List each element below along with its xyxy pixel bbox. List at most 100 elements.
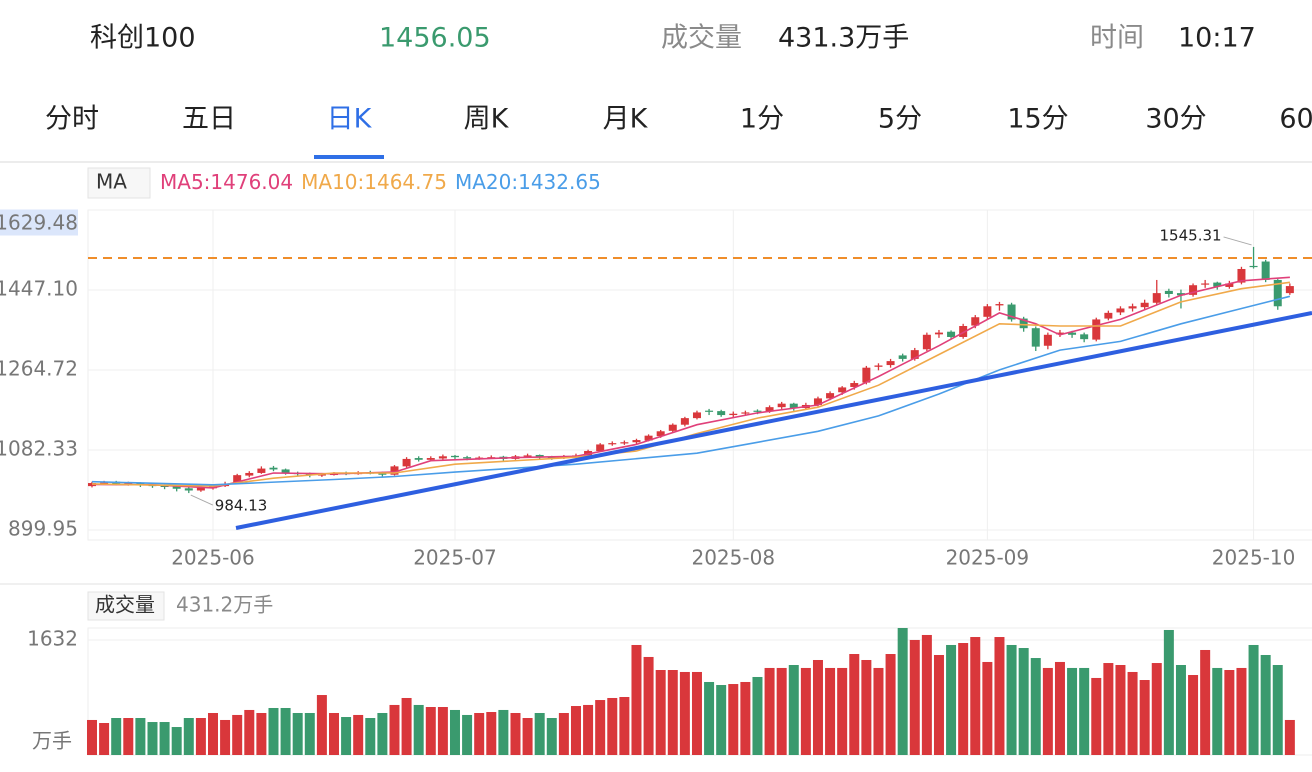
volume-bar bbox=[244, 709, 255, 755]
volume-bar bbox=[570, 706, 581, 755]
candle-body bbox=[910, 350, 919, 359]
candle-body bbox=[1080, 334, 1089, 340]
y-tick-label: 1632 bbox=[27, 626, 78, 650]
quote-header: 科创100 1456.05 成交量 431.3万手 时间 10:17 bbox=[90, 23, 1256, 54]
ma-legend-value: 1432.65 bbox=[518, 170, 601, 194]
volume-bar bbox=[691, 671, 702, 755]
candle-body bbox=[1104, 312, 1113, 319]
candle-body bbox=[705, 410, 714, 412]
volume-bar bbox=[655, 670, 666, 755]
y-tick-highlight bbox=[0, 209, 78, 236]
volume-label: 成交量 bbox=[661, 23, 742, 54]
x-tick-label: 2025-10 bbox=[1212, 546, 1296, 570]
candle-body bbox=[632, 440, 641, 443]
volume-bar bbox=[885, 654, 896, 755]
candle-body bbox=[1225, 283, 1234, 287]
period-tab[interactable]: 15分 bbox=[1007, 104, 1068, 135]
volume-bar bbox=[534, 712, 545, 755]
volume-bar bbox=[752, 676, 763, 755]
period-tab[interactable]: 日K bbox=[327, 104, 373, 135]
time-label: 时间 bbox=[1090, 23, 1144, 54]
candle-body bbox=[1285, 286, 1294, 294]
period-tab[interactable]: 1分 bbox=[740, 104, 784, 135]
volume-bar bbox=[341, 717, 352, 755]
volume-bar bbox=[921, 634, 932, 755]
volume-bar bbox=[1018, 648, 1029, 755]
volume-bar bbox=[1139, 680, 1150, 755]
y-tick-label: 1447.10 bbox=[0, 276, 78, 300]
trend-line-drawing[interactable] bbox=[235, 311, 1312, 530]
candle-body bbox=[922, 334, 931, 350]
ma-legend-entry: MA20:1432.65 bbox=[455, 170, 601, 194]
volume-bar bbox=[679, 671, 690, 755]
candle-body bbox=[995, 304, 1004, 306]
index-name: 科创100 bbox=[90, 23, 196, 54]
candle-body bbox=[838, 387, 847, 393]
candle-body bbox=[100, 482, 109, 484]
period-tab[interactable]: 60分 bbox=[1279, 104, 1312, 135]
volume-bar bbox=[909, 639, 920, 755]
candle-body bbox=[233, 475, 242, 484]
candle-body bbox=[402, 458, 411, 467]
candle-body bbox=[826, 393, 835, 399]
volume-bar bbox=[232, 714, 243, 755]
volume-bar bbox=[1042, 667, 1053, 755]
volume-title-box[interactable] bbox=[87, 591, 165, 621]
volume-bar bbox=[1175, 665, 1186, 755]
period-tab[interactable]: 5分 bbox=[878, 104, 922, 135]
ma-line bbox=[91, 281, 1291, 487]
active-tab-indicator bbox=[314, 155, 384, 159]
volume-bar bbox=[377, 712, 388, 755]
volume-bar bbox=[1006, 644, 1017, 755]
indicator-box[interactable] bbox=[87, 167, 151, 199]
candle-body bbox=[1140, 302, 1149, 308]
high-annotation: 1545.31 bbox=[1160, 226, 1222, 244]
candle-body bbox=[813, 398, 822, 405]
volume-bar bbox=[1188, 675, 1199, 755]
period-tab[interactable]: 周K bbox=[464, 104, 510, 135]
y-tick-label: 1082.33 bbox=[0, 437, 78, 461]
ma-legend-entry: MA10:1464.75 bbox=[301, 170, 447, 194]
period-tab[interactable]: 月K bbox=[603, 104, 649, 135]
candle-body bbox=[1043, 334, 1052, 346]
indicator-name[interactable]: MA bbox=[96, 170, 127, 194]
volume-bar bbox=[1236, 667, 1247, 755]
candle-body bbox=[1092, 319, 1101, 340]
volume-bar bbox=[1030, 658, 1041, 755]
period-tab[interactable]: 五日 bbox=[182, 104, 236, 135]
volume-bar bbox=[207, 712, 218, 755]
price-grid: 2025-06 2025-07 2025-08 2025-09 2025-10 bbox=[88, 209, 1312, 570]
volume-title[interactable]: 成交量 bbox=[95, 593, 155, 617]
volume-bar bbox=[812, 659, 823, 755]
candle-body bbox=[1176, 293, 1185, 296]
candle-body bbox=[1249, 265, 1258, 268]
volume-bar bbox=[1091, 677, 1102, 755]
ma-legend: MA5:1476.04 MA10:1464.75 MA20:1432.65 bbox=[160, 170, 601, 194]
period-tab[interactable]: 分时 bbox=[45, 104, 99, 135]
volume-bar bbox=[800, 667, 811, 755]
volume-bar bbox=[667, 670, 678, 755]
volume-bar bbox=[413, 704, 424, 755]
volume-bar bbox=[1127, 671, 1138, 755]
low-leader bbox=[190, 494, 213, 506]
period-tab[interactable]: 30分 bbox=[1145, 104, 1206, 135]
volume-bar bbox=[316, 695, 327, 755]
candle-body bbox=[692, 412, 701, 419]
candle-body bbox=[196, 487, 205, 491]
candle-body bbox=[184, 488, 193, 491]
volume-bar bbox=[740, 681, 751, 755]
candle-body bbox=[426, 458, 435, 460]
volume-bar bbox=[292, 712, 303, 755]
candle-body bbox=[765, 407, 774, 412]
volume-bar bbox=[861, 659, 872, 755]
price-axis: 1629.48 1447.10 1264.72 1082.33 899.95 bbox=[0, 209, 78, 541]
candle-body bbox=[1261, 261, 1270, 280]
volume-bar bbox=[99, 723, 110, 755]
candle-body bbox=[898, 355, 907, 359]
volume-bar bbox=[147, 722, 158, 755]
volume-bar bbox=[583, 704, 594, 755]
candle-body bbox=[741, 412, 750, 414]
candle-body bbox=[656, 431, 665, 437]
volume-bar bbox=[268, 707, 279, 755]
